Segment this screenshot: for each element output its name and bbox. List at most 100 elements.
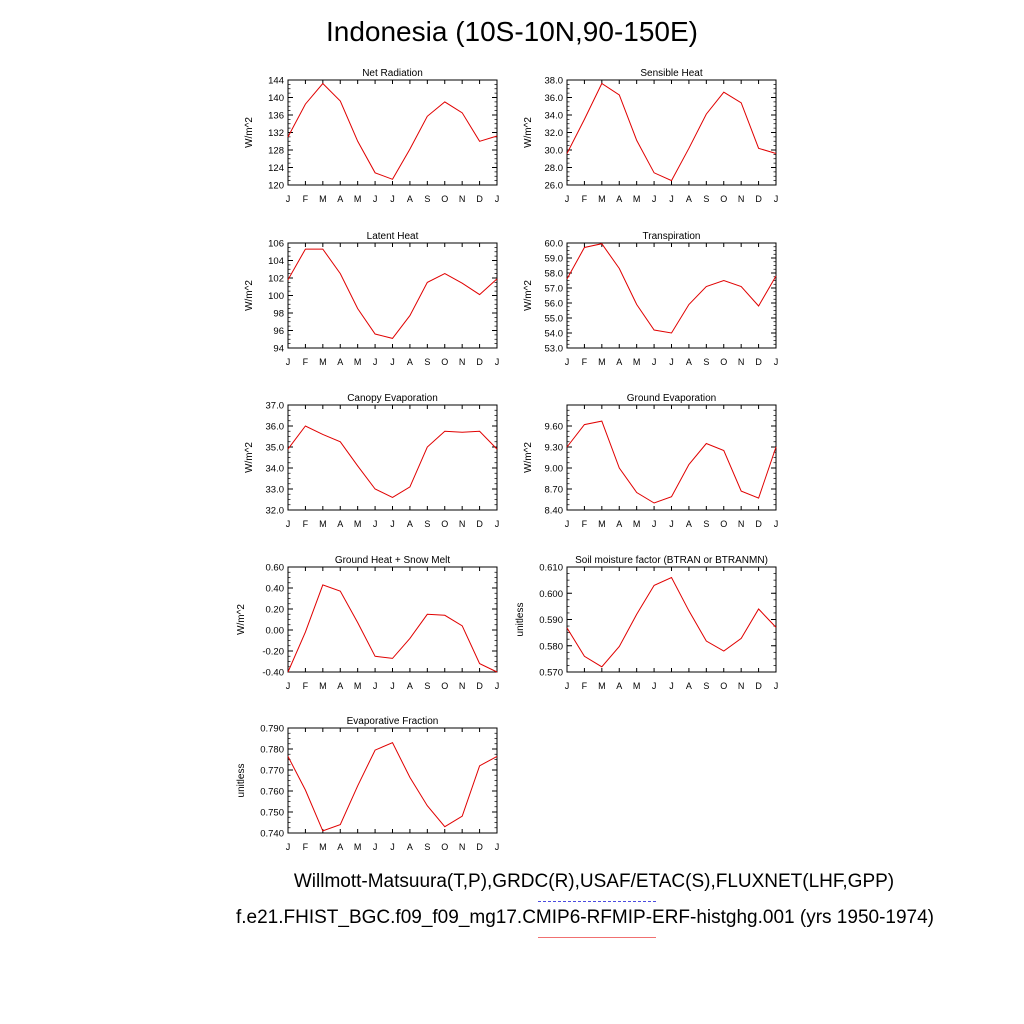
x-tick-label: F bbox=[582, 681, 588, 691]
series-line bbox=[287, 425, 498, 498]
x-tick-label: A bbox=[407, 681, 413, 691]
x-tick-label: A bbox=[407, 357, 413, 367]
x-tick-label: S bbox=[703, 194, 709, 204]
x-tick-label: F bbox=[303, 357, 309, 367]
x-tick-label: J bbox=[774, 681, 779, 691]
y-tick-label: 0.780 bbox=[260, 745, 284, 756]
x-tick-label: J bbox=[652, 357, 657, 367]
x-tick-label: J bbox=[652, 681, 657, 691]
y-tick-label: 0.760 bbox=[260, 787, 284, 798]
y-tick-label: 38.0 bbox=[545, 76, 564, 87]
y-tick-label: 55.0 bbox=[545, 314, 564, 325]
x-tick-label: S bbox=[424, 519, 430, 529]
y-tick-label: 0.600 bbox=[539, 589, 563, 600]
chart-title: Ground Evaporation bbox=[627, 393, 717, 404]
plot-frame bbox=[287, 79, 498, 186]
y-tick-label: 132 bbox=[268, 128, 284, 139]
x-tick-label: D bbox=[476, 357, 483, 367]
x-tick-label: D bbox=[755, 357, 762, 367]
plot-frame bbox=[566, 566, 777, 673]
x-tick-label: N bbox=[738, 194, 745, 204]
y-tick-label: 0.770 bbox=[260, 766, 284, 777]
x-tick-label: J bbox=[286, 842, 291, 852]
x-tick-label: M bbox=[633, 194, 641, 204]
x-tick-label: N bbox=[459, 357, 466, 367]
x-tick-label: J bbox=[390, 357, 395, 367]
x-tick-label: M bbox=[319, 357, 327, 367]
x-tick-label: A bbox=[686, 681, 692, 691]
x-tick-label: F bbox=[582, 357, 588, 367]
y-axis-label: W/m^2 bbox=[244, 442, 255, 473]
y-tick-label: 34.0 bbox=[266, 464, 285, 475]
x-tick-label: J bbox=[373, 842, 378, 852]
series-line bbox=[287, 742, 498, 832]
x-tick-label: M bbox=[598, 519, 606, 529]
x-tick-label: M bbox=[633, 519, 641, 529]
x-tick-label: F bbox=[303, 681, 309, 691]
y-tick-label: 94 bbox=[273, 344, 284, 355]
plot-frame bbox=[566, 404, 777, 511]
y-tick-label: 37.0 bbox=[266, 401, 285, 412]
x-tick-label: S bbox=[424, 842, 430, 852]
y-tick-label: 100 bbox=[268, 291, 284, 302]
x-tick-label: J bbox=[565, 681, 570, 691]
x-tick-label: F bbox=[303, 194, 309, 204]
x-tick-label: M bbox=[598, 357, 606, 367]
series-line bbox=[566, 576, 777, 668]
x-tick-label: A bbox=[337, 357, 343, 367]
x-tick-label: J bbox=[669, 194, 674, 204]
x-tick-label: M bbox=[319, 519, 327, 529]
x-tick-label: J bbox=[390, 842, 395, 852]
y-tick-label: 9.30 bbox=[545, 443, 564, 454]
chart-panel-8: Soil moisture factor (BTRAN or BTRANMN) J… bbox=[515, 555, 778, 691]
chart-title: Transpiration bbox=[643, 231, 701, 242]
chart-title: Evaporative Fraction bbox=[347, 716, 439, 727]
y-tick-label: 124 bbox=[268, 163, 284, 174]
y-tick-label: 128 bbox=[268, 146, 284, 157]
x-tick-label: O bbox=[720, 357, 727, 367]
case-underline-marker bbox=[538, 937, 656, 938]
y-tick-label: 0.00 bbox=[266, 626, 285, 637]
series-line bbox=[566, 82, 777, 182]
x-tick-label: J bbox=[495, 194, 500, 204]
chart-title: Net Radiation bbox=[362, 68, 423, 79]
x-tick-label: J bbox=[774, 519, 779, 529]
x-tick-label: J bbox=[774, 194, 779, 204]
x-tick-label: S bbox=[703, 519, 709, 529]
y-tick-label: 56.0 bbox=[545, 299, 564, 310]
x-tick-label: J bbox=[286, 194, 291, 204]
y-tick-label: 26.0 bbox=[545, 181, 564, 192]
x-tick-label: J bbox=[373, 681, 378, 691]
plot-frame bbox=[287, 404, 498, 511]
x-tick-label: M bbox=[354, 519, 362, 529]
x-tick-label: A bbox=[337, 519, 343, 529]
x-tick-label: J bbox=[495, 842, 500, 852]
x-tick-label: N bbox=[738, 519, 745, 529]
x-tick-label: M bbox=[319, 194, 327, 204]
chart-title: Latent Heat bbox=[367, 231, 419, 242]
y-tick-label: 30.0 bbox=[545, 146, 564, 157]
y-tick-label: 98 bbox=[273, 309, 284, 320]
x-tick-label: A bbox=[616, 357, 622, 367]
x-tick-label: S bbox=[703, 681, 709, 691]
y-tick-label: 28.0 bbox=[545, 163, 564, 174]
y-tick-label: 0.750 bbox=[260, 808, 284, 819]
y-axis-label: unitless bbox=[515, 603, 526, 637]
x-tick-label: N bbox=[738, 357, 745, 367]
x-tick-label: J bbox=[286, 357, 291, 367]
x-tick-label: J bbox=[373, 357, 378, 367]
y-tick-label: -0.40 bbox=[262, 668, 284, 679]
y-tick-label: 9.00 bbox=[545, 464, 564, 475]
y-axis-label: unitless bbox=[236, 764, 247, 798]
y-tick-label: 0.20 bbox=[266, 605, 285, 616]
x-tick-label: J bbox=[495, 357, 500, 367]
x-tick-label: F bbox=[582, 519, 588, 529]
y-tick-label: 136 bbox=[268, 111, 284, 122]
y-tick-label: 8.70 bbox=[545, 485, 564, 496]
